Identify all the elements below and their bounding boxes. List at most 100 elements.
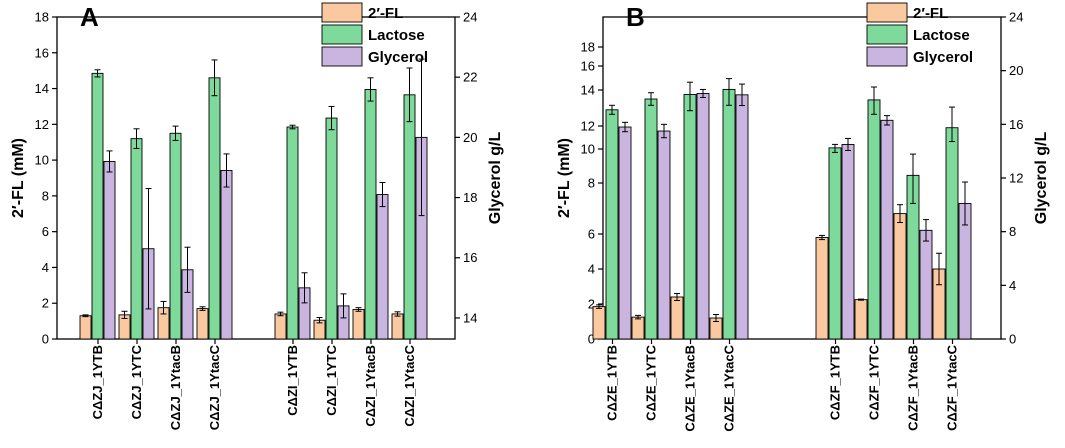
y-axis-label: 2′-FL (mM) — [556, 138, 573, 218]
y-tick-label: 16 — [581, 59, 595, 74]
legend: 2′-FL Lactose Glycerol — [866, 2, 973, 67]
y2-axis-label: Glycerol g/L — [487, 132, 504, 225]
category-label: CΔZF_1YTB — [828, 345, 843, 420]
bar-2fl — [854, 299, 868, 340]
bar-glycerol — [735, 94, 749, 340]
y2-tick-label: 4 — [1009, 278, 1016, 293]
category-label: CΔZF_1YtacB — [906, 345, 921, 431]
plot-frame — [56, 16, 456, 340]
bar-lactose — [605, 109, 619, 340]
bar-2fl — [79, 315, 92, 340]
bar-2fl — [815, 237, 829, 340]
category-label: CΔZI_1YtacC — [402, 344, 417, 426]
bar-glycerol — [618, 126, 632, 340]
bar-lactose — [722, 88, 736, 340]
bar-lactose — [91, 72, 104, 340]
legend-swatch-glycerol — [866, 46, 908, 67]
y-tick-label: 18 — [35, 10, 49, 25]
y-tick-label: 12 — [581, 119, 595, 134]
category-label: CΔZI_1YTC — [324, 344, 339, 415]
y-tick-label: 4 — [42, 260, 49, 275]
legend-label-2fl: 2′-FL — [913, 5, 948, 22]
bar-glycerol — [841, 144, 855, 340]
bar-lactose — [867, 99, 881, 340]
legend-label-lactose: Lactose — [913, 27, 970, 44]
y2-tick-label: 16 — [463, 250, 477, 265]
y-tick-label: 6 — [588, 227, 595, 242]
y2-tick-label: 22 — [463, 70, 477, 85]
y2-tick-label: 24 — [463, 10, 477, 25]
category-label: CΔZJ_1YTC — [129, 344, 144, 419]
y-tick-label: 2 — [42, 296, 49, 311]
bar-2fl — [274, 313, 287, 340]
bar-lactose — [403, 94, 416, 340]
y2-tick-label: 24 — [1009, 10, 1023, 25]
bar-2fl — [893, 213, 907, 340]
bar-lactose — [945, 127, 959, 340]
bar-2fl — [352, 309, 365, 340]
legend: 2′-FL Lactose Glycerol — [321, 2, 428, 67]
y2-tick-label: 8 — [1009, 224, 1016, 239]
y-tick-label: 0 — [588, 332, 595, 347]
legend-label-lactose: Lactose — [368, 27, 425, 44]
category-label: CΔZI_1YtacB — [363, 345, 378, 427]
y-tick-label: 12 — [35, 117, 49, 132]
bar-lactose — [208, 77, 221, 340]
y2-tick-label: 16 — [1009, 117, 1023, 132]
category-label: CΔZE_1YtacC — [722, 344, 737, 431]
bar-lactose — [364, 88, 377, 340]
y-tick-label: 8 — [42, 188, 49, 203]
y-tick-label: 10 — [581, 142, 595, 157]
legend-swatch-lactose — [866, 24, 908, 45]
y-tick-label: 14 — [581, 83, 595, 98]
category-label: CΔZJ_1YtacB — [168, 345, 183, 430]
bar-lactose — [828, 147, 842, 340]
y2-tick-label: 20 — [463, 130, 477, 145]
y-tick-label: 14 — [35, 81, 49, 96]
legend-label-2fl: 2′-FL — [368, 5, 403, 22]
bar-2fl — [631, 316, 645, 340]
legend-label-glycerol: Glycerol — [368, 49, 428, 66]
bar-lactose — [169, 132, 182, 340]
bar-2fl — [670, 296, 684, 340]
legend-swatch-glycerol — [321, 46, 363, 67]
y-tick-label: 10 — [35, 153, 49, 168]
category-label: CΔZF_1YtacC — [945, 344, 960, 431]
y-tick-label: 16 — [35, 45, 49, 60]
y2-tick-label: 20 — [1009, 63, 1023, 78]
y-tick-label: 18 — [581, 40, 595, 55]
bar-glycerol — [220, 170, 233, 340]
y2-tick-label: 14 — [463, 310, 477, 325]
panel-label: A — [80, 2, 99, 32]
bar-lactose — [683, 94, 697, 340]
y-tick-label: 6 — [42, 224, 49, 239]
bar-2fl — [592, 306, 606, 340]
y-axis-label: 2′-FL (mM) — [10, 138, 27, 218]
legend-swatch-2fl — [866, 2, 908, 23]
bar-lactose — [130, 138, 143, 340]
bar-2fl — [196, 308, 209, 340]
category-label: CΔZE_1YtacB — [683, 345, 698, 432]
y-tick-label: 4 — [588, 262, 595, 277]
y2-tick-label: 0 — [1009, 332, 1016, 347]
category-label: CΔZE_1YTB — [605, 345, 620, 421]
y-tick-label: 8 — [588, 176, 595, 191]
y-tick-label: 2 — [588, 297, 595, 312]
bar-glycerol — [880, 119, 894, 340]
bar-2fl — [391, 313, 404, 340]
category-label: CΔZE_1YTC — [644, 344, 659, 420]
bar-lactose — [325, 117, 338, 340]
legend-label-glycerol: Glycerol — [913, 49, 973, 66]
legend-swatch-lactose — [321, 24, 363, 45]
bar-glycerol — [919, 229, 933, 340]
bar-glycerol — [103, 160, 116, 340]
panel-label: B — [626, 2, 645, 32]
bar-glycerol — [696, 93, 710, 340]
bar-lactose — [286, 126, 299, 340]
y-tick-label: 0 — [42, 332, 49, 347]
category-label: CΔZF_1YTC — [867, 344, 882, 420]
legend-swatch-2fl — [321, 2, 363, 23]
bar-glycerol — [657, 130, 671, 340]
category-label: CΔZJ_1YTB — [90, 345, 105, 419]
